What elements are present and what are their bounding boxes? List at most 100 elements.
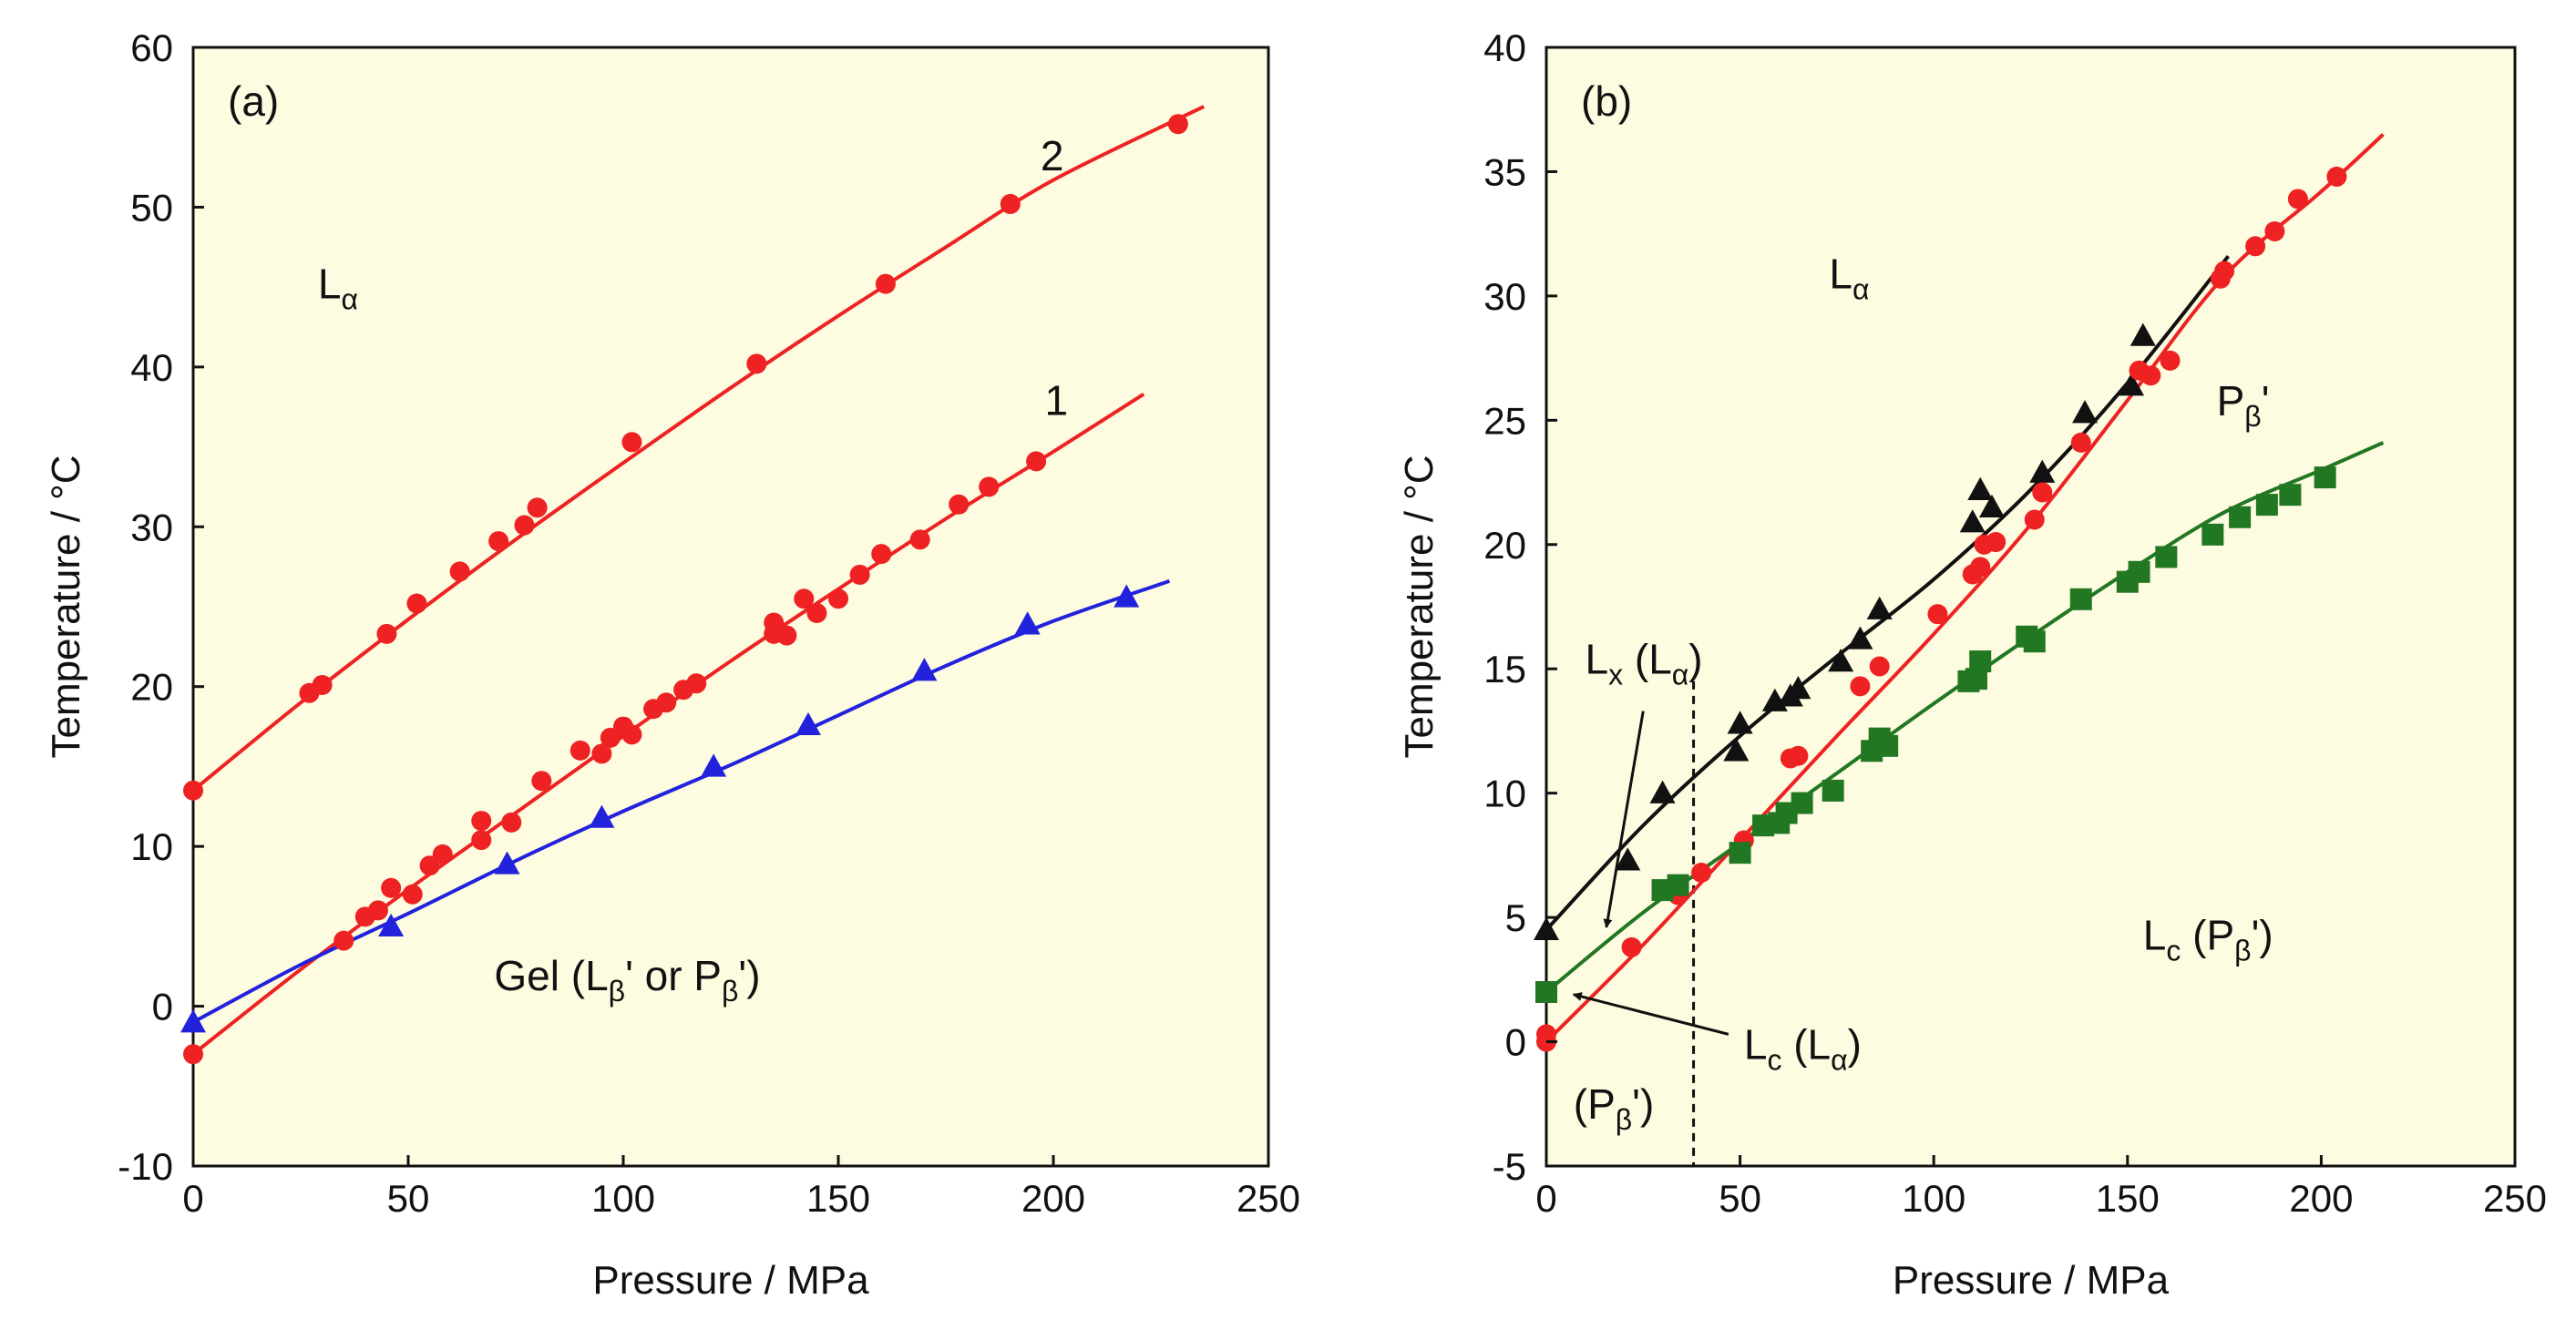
data-point-circle — [406, 593, 427, 614]
data-point-triangle — [1785, 676, 1811, 700]
data-point-circle — [686, 673, 707, 694]
data-point-triangle — [1847, 626, 1873, 650]
data-point-circle — [531, 771, 552, 792]
panel-b-y-axis-title: Temperature / °C — [1397, 455, 1442, 758]
data-point-circle — [312, 674, 333, 695]
data-point-square — [1667, 874, 1689, 896]
lx-suffix: ) — [1688, 636, 1702, 683]
phase-main: L — [318, 260, 342, 307]
lx-mid: (L — [1623, 636, 1672, 683]
lx-sub-1: x — [1608, 659, 1623, 691]
pbeta-sub: β — [2244, 400, 2261, 433]
data-point-triangle — [1978, 494, 2005, 518]
data-point-square — [2023, 630, 2046, 653]
x-tick-label: 200 — [1021, 1177, 1085, 1220]
x-tick-label: 250 — [1237, 1177, 1300, 1220]
panel-a-x-axis-title: Pressure / MPa — [592, 1258, 869, 1303]
panel-b-label: (b) — [1581, 77, 1632, 125]
data-point-circle — [514, 515, 535, 536]
y-tick-label: 25 — [1483, 399, 1526, 442]
y-tick-label: 5 — [1505, 896, 1526, 939]
x-tick-label: 50 — [387, 1177, 430, 1220]
data-point-circle — [1986, 532, 2006, 553]
gel-suffix: ') — [738, 952, 760, 999]
bottom-pbeta-prefix: (P — [1574, 1080, 1616, 1128]
data-point-circle — [1691, 862, 1712, 883]
data-point-triangle — [1723, 738, 1750, 762]
x-tick-label: 250 — [2483, 1177, 2547, 1220]
data-point-square — [1969, 650, 1992, 673]
data-point-triangle — [180, 1009, 206, 1033]
data-point-square — [2314, 466, 2336, 489]
lc-pbeta-suffix: ') — [2252, 912, 2273, 959]
panel-a-marks — [180, 105, 1206, 1065]
bottom-pbeta-suffix: ') — [1632, 1080, 1654, 1128]
data-point-circle — [2160, 350, 2181, 371]
y-tick-label: 30 — [130, 506, 173, 548]
arrow-lx — [1603, 711, 1645, 929]
data-point-circle — [1970, 557, 1991, 578]
lc-pbeta-main: L — [2143, 912, 2167, 959]
phase-label-lc-pbeta: Lc (Pβ') — [2143, 912, 2273, 967]
data-point-triangle — [1534, 916, 1559, 940]
pbeta-suffix: ' — [2262, 377, 2270, 425]
x-tick-label: 50 — [1719, 1177, 1761, 1220]
data-point-circle — [2214, 261, 2235, 281]
lc-alpha-mid: (L — [1781, 1021, 1831, 1069]
data-point-circle — [183, 1044, 203, 1065]
data-point-circle — [949, 494, 970, 515]
lc-pbeta-mid: (P — [2181, 912, 2234, 959]
data-point-circle — [367, 900, 388, 921]
gel-prefix: Gel (L — [494, 952, 608, 999]
phase-label-bottom-pbeta: (Pβ') — [1574, 1080, 1655, 1136]
data-point-triangle — [1866, 596, 1893, 619]
data-point-circle — [1000, 193, 1021, 214]
y-tick-label: 0 — [1505, 1021, 1526, 1064]
phase-label-gel: Gel (Lβ' or Pβ') — [494, 952, 760, 1008]
data-point-circle — [471, 811, 492, 832]
data-point-triangle — [1967, 476, 1994, 500]
data-point-circle — [2264, 220, 2285, 241]
data-point-circle — [746, 353, 767, 374]
pbeta-main: P — [2217, 377, 2245, 425]
data-point-triangle — [1114, 584, 1140, 608]
data-point-circle — [849, 564, 870, 585]
data-point-triangle — [589, 804, 615, 828]
data-point-circle — [621, 724, 642, 745]
data-point-square — [2255, 494, 2278, 517]
data-point-square — [1876, 734, 1899, 757]
data-point-circle — [1026, 451, 1047, 472]
data-point-triangle — [494, 851, 520, 875]
data-point-circle — [183, 780, 203, 801]
data-point-circle — [764, 612, 785, 633]
data-point-square — [1791, 792, 1813, 814]
y-tick-label: 20 — [1483, 524, 1526, 567]
y-tick-label: 0 — [152, 986, 173, 1028]
lc-alpha-main: L — [1744, 1021, 1768, 1069]
data-point-triangle — [1828, 649, 1854, 672]
data-point-circle — [1850, 676, 1871, 697]
lx-sub-2: α — [1672, 659, 1689, 691]
data-point-circle — [2245, 236, 2266, 257]
series-2-label: 2 — [1041, 132, 1064, 179]
y-tick-label: 40 — [130, 346, 173, 389]
data-point-circle — [591, 743, 612, 764]
data-point-circle — [1167, 114, 1188, 135]
y-tick-label: 20 — [130, 666, 173, 709]
data-point-triangle — [1727, 711, 1753, 734]
x-tick-label: 100 — [1902, 1177, 1965, 1220]
data-point-triangle — [2072, 400, 2099, 424]
data-point-triangle — [701, 753, 727, 777]
data-point-triangle — [2029, 459, 2056, 483]
data-point-square — [2128, 560, 2150, 583]
gel-sub-2: β — [722, 975, 738, 1008]
panel-a-y-axis-title: Temperature / °C — [44, 455, 88, 758]
phase-sub: α — [1852, 273, 1870, 306]
data-point-circle — [794, 588, 815, 609]
data-point-circle — [488, 531, 509, 552]
y-tick-label: 40 — [1483, 26, 1526, 69]
data-point-triangle — [2130, 322, 2156, 346]
data-point-circle — [2287, 189, 2308, 210]
